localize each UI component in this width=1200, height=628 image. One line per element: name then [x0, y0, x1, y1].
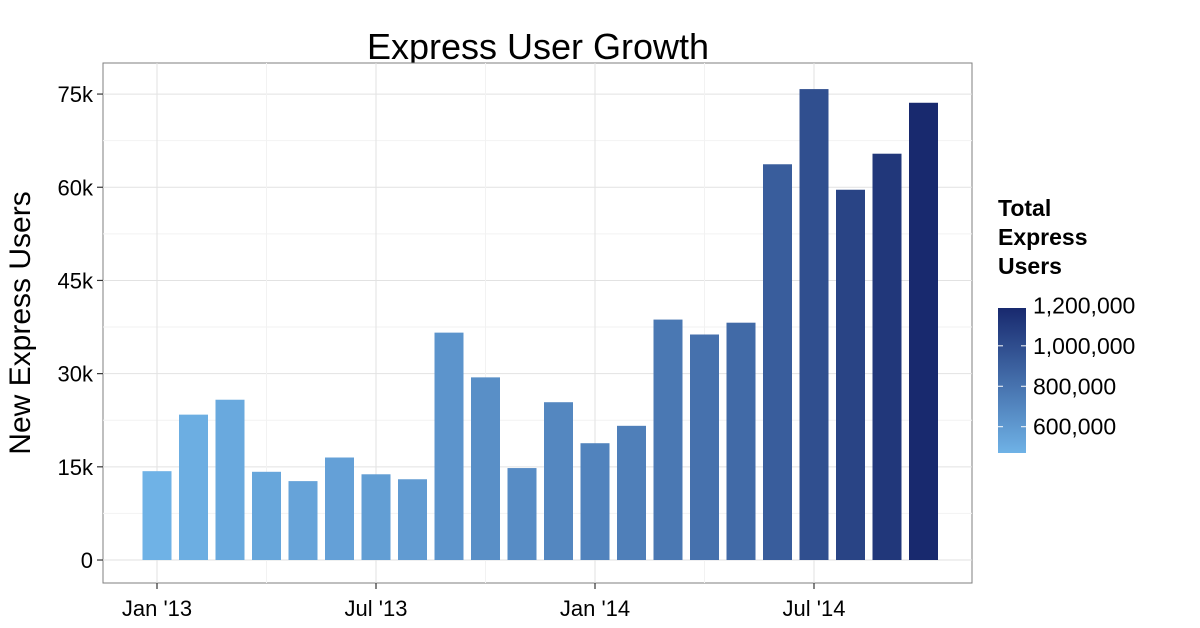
- bar: [142, 471, 172, 561]
- legend-label: 600,000: [1033, 414, 1116, 440]
- legend: Total Express Users 600,000 800,000 1,000,000…: [998, 195, 1135, 453]
- bar: [653, 319, 683, 561]
- y-axis-title: New Express Users: [4, 191, 37, 454]
- bar: [763, 164, 792, 561]
- bar: [361, 474, 391, 561]
- x-tick-label: Jan '13: [122, 596, 192, 621]
- bar: [507, 468, 537, 561]
- bar: [544, 402, 573, 561]
- bar: [617, 425, 646, 561]
- y-tick-label: 30k: [58, 362, 94, 387]
- legend-label: 1,200,000: [1033, 292, 1135, 318]
- bar: [325, 457, 354, 561]
- legend-label: 800,000: [1033, 373, 1116, 399]
- x-axis: Jan '13 Jul '13 Jan '14 Jul '14: [122, 583, 846, 621]
- bar: [471, 377, 500, 561]
- bars: [142, 89, 938, 561]
- legend-label: 1,000,000: [1033, 333, 1135, 359]
- x-tick-label: Jan '14: [560, 596, 630, 621]
- bar: [398, 479, 427, 561]
- y-tick-label: 0: [81, 548, 93, 573]
- bar: [836, 189, 865, 561]
- bar: [434, 332, 464, 561]
- legend-title-line: Express: [998, 224, 1088, 250]
- x-tick-label: Jul '14: [783, 596, 846, 621]
- x-tick-label: Jul '13: [345, 596, 408, 621]
- bar: [799, 89, 829, 561]
- y-tick-label: 45k: [58, 268, 94, 293]
- bar: [690, 334, 719, 561]
- bar: [252, 471, 281, 561]
- bar: [179, 414, 208, 561]
- legend-title-line: Total: [998, 195, 1051, 221]
- bar: [288, 481, 318, 561]
- chart-title: Express User Growth: [367, 26, 709, 67]
- legend-colorbar: [998, 308, 1026, 453]
- bar: [580, 443, 610, 561]
- bar: [215, 399, 245, 561]
- legend-title-line: Users: [998, 253, 1062, 279]
- y-tick-label: 60k: [58, 175, 94, 200]
- bar: [909, 102, 938, 561]
- bar: [872, 153, 902, 561]
- y-axis: 0 15k 30k 45k 60k 75k: [58, 82, 103, 573]
- y-tick-label: 75k: [58, 82, 94, 107]
- y-tick-label: 15k: [58, 455, 94, 480]
- bar: [726, 322, 756, 561]
